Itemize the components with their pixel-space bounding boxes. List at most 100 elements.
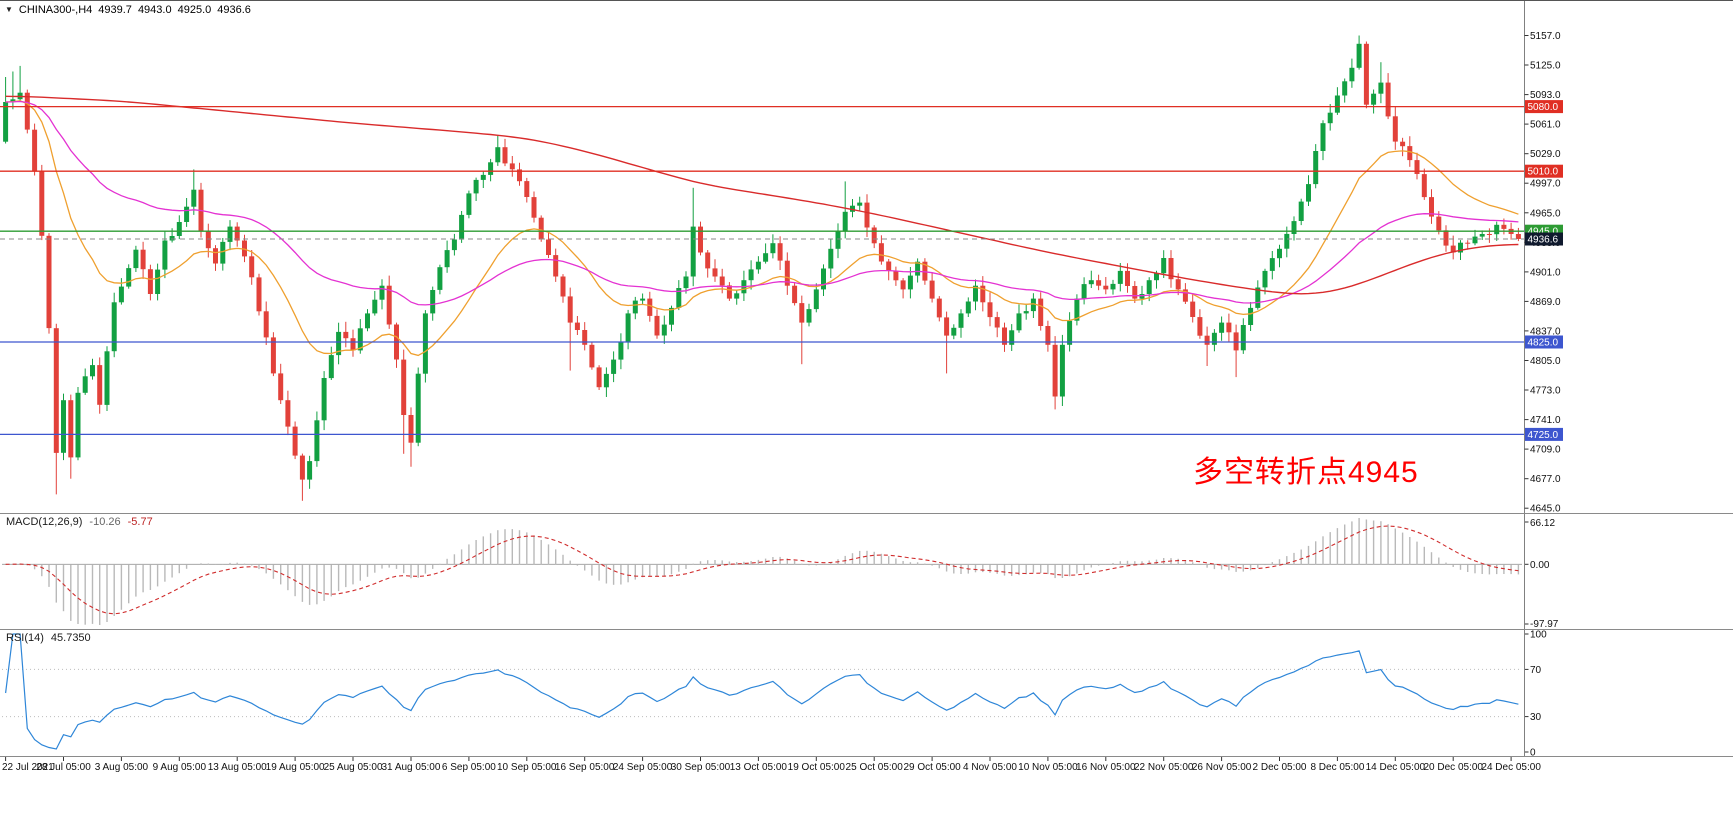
candle-body	[249, 256, 255, 278]
candle-body	[1045, 326, 1051, 345]
candle-body	[734, 293, 740, 299]
time-axis-label: 14 Dec 05:00	[1366, 762, 1426, 773]
candle-body	[1515, 234, 1521, 239]
macd-pane: 66.12 0.00 -97.97	[2, 518, 1559, 630]
candle-body	[451, 239, 457, 251]
candle-body	[1363, 43, 1369, 105]
price-axis-label: 4965.0	[1530, 208, 1561, 219]
candle-body	[944, 317, 950, 336]
candle-body	[502, 147, 508, 164]
candle-body	[1197, 317, 1203, 336]
candle-body	[1002, 327, 1007, 345]
price-axis-label: 5157.0	[1530, 31, 1561, 42]
candle-body	[640, 298, 646, 301]
candle-body	[1392, 116, 1398, 142]
candle-body	[690, 226, 696, 277]
candle-body	[1486, 234, 1492, 235]
candle-body	[1016, 313, 1022, 331]
candle-body	[422, 313, 428, 374]
candle-body	[1443, 230, 1449, 246]
candle-body	[263, 311, 269, 338]
candle-body	[871, 227, 877, 244]
candle-body	[755, 261, 761, 270]
candle-body	[1088, 280, 1094, 285]
candle-body	[589, 344, 595, 368]
candle-body	[726, 285, 732, 299]
time-axis-label: 2 Dec 05:00	[1253, 762, 1307, 773]
candle-body	[205, 231, 211, 249]
candle-body	[488, 162, 494, 175]
candle-body	[1204, 335, 1210, 345]
rsi-value: 45.7350	[50, 632, 91, 644]
candle-body	[763, 253, 769, 262]
candle-body	[1429, 197, 1434, 217]
candle-body	[835, 230, 841, 249]
candle-body	[1038, 298, 1044, 326]
candle-body	[1182, 289, 1188, 302]
candle-body	[118, 286, 124, 303]
candle-body	[61, 400, 66, 453]
candle-body	[126, 268, 132, 287]
time-axis-label: 22 Jul 2021	[2, 762, 54, 773]
candle-body	[567, 296, 573, 323]
macd-name: MACD(12,26,9)	[6, 516, 83, 528]
price-axis-label: 5125.0	[1530, 61, 1561, 72]
symbol-label: CHINA300-,H4	[18, 4, 93, 16]
candle-body	[278, 373, 284, 401]
time-axis-label: 16 Sep 05:00	[555, 762, 615, 773]
candle-body	[292, 426, 298, 456]
candle-body	[1385, 82, 1391, 117]
candle-body	[647, 298, 653, 316]
macd-main-value: -10.26	[89, 516, 121, 528]
candle-body	[213, 248, 218, 264]
candle-body	[372, 299, 378, 314]
candle-body	[951, 327, 957, 336]
candle-body	[1117, 270, 1123, 284]
candle-body	[1465, 242, 1471, 244]
candle-body	[24, 92, 30, 130]
ma-red-line	[5, 95, 1519, 295]
candle-body	[748, 269, 754, 281]
moving-averages-layer	[5, 95, 1519, 357]
candle-body	[625, 313, 631, 342]
time-axis-label: 28 Jul 05:00	[36, 762, 91, 773]
time-axis-label: 3 Aug 05:00	[95, 762, 149, 773]
candle-body	[878, 243, 884, 262]
candle-body	[980, 285, 986, 303]
candle-body	[987, 302, 993, 318]
candle-body	[321, 378, 327, 421]
candle-body	[1009, 330, 1015, 345]
axis-label: 70	[1530, 665, 1542, 676]
candle-body	[1175, 279, 1181, 290]
symbol-dropdown-icon[interactable]: ▼	[5, 5, 13, 14]
rsi-pane: 100 70 30 0	[2, 630, 1547, 759]
candle-body	[191, 189, 197, 207]
candle-body	[864, 202, 870, 228]
candle-body	[661, 324, 667, 336]
axis-label: 0.00	[1530, 560, 1550, 571]
candle-body	[1458, 242, 1463, 253]
candle-body	[531, 197, 537, 218]
candle-body	[1284, 233, 1290, 249]
candle-body	[386, 285, 392, 325]
candle-body	[1327, 112, 1333, 124]
candle-body	[408, 415, 414, 443]
price-axis-label: 4677.0	[1530, 474, 1561, 485]
candle-body	[184, 206, 190, 222]
candle-body	[307, 461, 313, 480]
axis-label: 0	[1530, 748, 1536, 759]
candle-body	[1125, 270, 1130, 286]
candle-body	[299, 455, 305, 480]
candle-body	[857, 202, 863, 206]
candle-body	[719, 276, 725, 286]
candle-body	[1436, 216, 1442, 231]
candle-body	[343, 331, 349, 339]
candle-body	[560, 276, 566, 297]
candle-body	[517, 169, 522, 182]
time-axis-label: 10 Nov 05:00	[1018, 762, 1078, 773]
candle-body	[473, 179, 479, 194]
price-badges: 5080.0 5010.0 4945.0 4825.0 4725.0 4936.6	[1525, 100, 1563, 441]
candle-body	[39, 171, 45, 236]
time-axis-label: 8 Dec 05:00	[1310, 762, 1364, 773]
